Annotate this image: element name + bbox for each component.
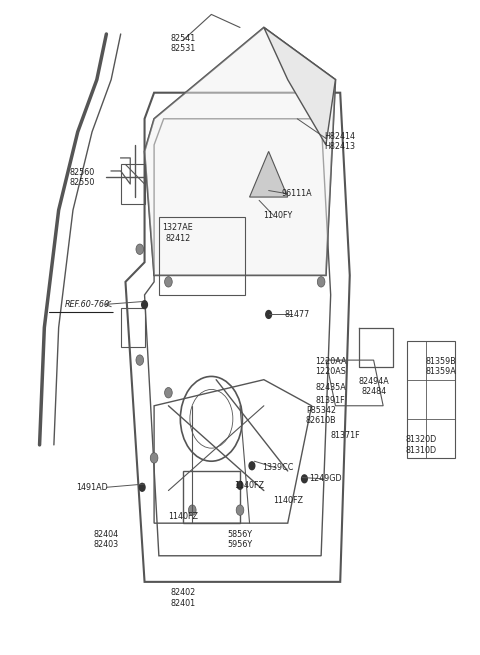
Text: 1249GD: 1249GD <box>310 474 342 483</box>
Text: 82494A
82484: 82494A 82484 <box>358 377 389 396</box>
Text: 82435A: 82435A <box>315 383 346 392</box>
Text: 1140FZ: 1140FZ <box>273 496 303 505</box>
Text: REF.60-760: REF.60-760 <box>65 300 110 309</box>
Polygon shape <box>144 28 336 275</box>
Text: 1140FZ: 1140FZ <box>235 481 264 490</box>
Circle shape <box>317 276 325 287</box>
Circle shape <box>189 505 196 515</box>
Text: P85342
82610B: P85342 82610B <box>306 406 336 425</box>
Circle shape <box>136 244 144 254</box>
Text: 1140FZ: 1140FZ <box>168 512 198 521</box>
Polygon shape <box>264 28 336 145</box>
Text: 82404
82403: 82404 82403 <box>94 530 119 549</box>
Text: 82560
82550: 82560 82550 <box>70 168 95 187</box>
Circle shape <box>301 475 307 483</box>
Text: 81320D
81310D: 81320D 81310D <box>406 435 437 455</box>
Text: 82541
82531: 82541 82531 <box>170 34 195 54</box>
Circle shape <box>142 301 147 309</box>
Text: 5856Y
5956Y: 5856Y 5956Y <box>228 530 252 549</box>
Text: 1339CC: 1339CC <box>263 463 294 472</box>
Circle shape <box>237 481 243 489</box>
Text: 1491AD: 1491AD <box>76 483 108 492</box>
Circle shape <box>139 483 145 491</box>
Text: 1140FY: 1140FY <box>264 211 293 220</box>
Polygon shape <box>250 151 288 197</box>
Circle shape <box>165 388 172 398</box>
Text: 81371F: 81371F <box>330 430 360 440</box>
Text: 82402
82401: 82402 82401 <box>170 588 195 608</box>
Text: 1327AE
82412: 1327AE 82412 <box>163 223 193 242</box>
Text: 81359B
81359A: 81359B 81359A <box>425 357 456 377</box>
Circle shape <box>249 462 255 470</box>
Text: 81477: 81477 <box>285 310 310 319</box>
Circle shape <box>236 505 244 515</box>
Circle shape <box>266 310 272 318</box>
Circle shape <box>165 276 172 287</box>
Text: 1220AA
1220AS: 1220AA 1220AS <box>315 357 347 377</box>
Text: 96111A: 96111A <box>282 189 312 198</box>
Circle shape <box>136 355 144 365</box>
Text: 81391F: 81391F <box>316 396 346 405</box>
Text: H82414
H82413: H82414 H82413 <box>324 132 356 151</box>
Circle shape <box>150 453 158 463</box>
